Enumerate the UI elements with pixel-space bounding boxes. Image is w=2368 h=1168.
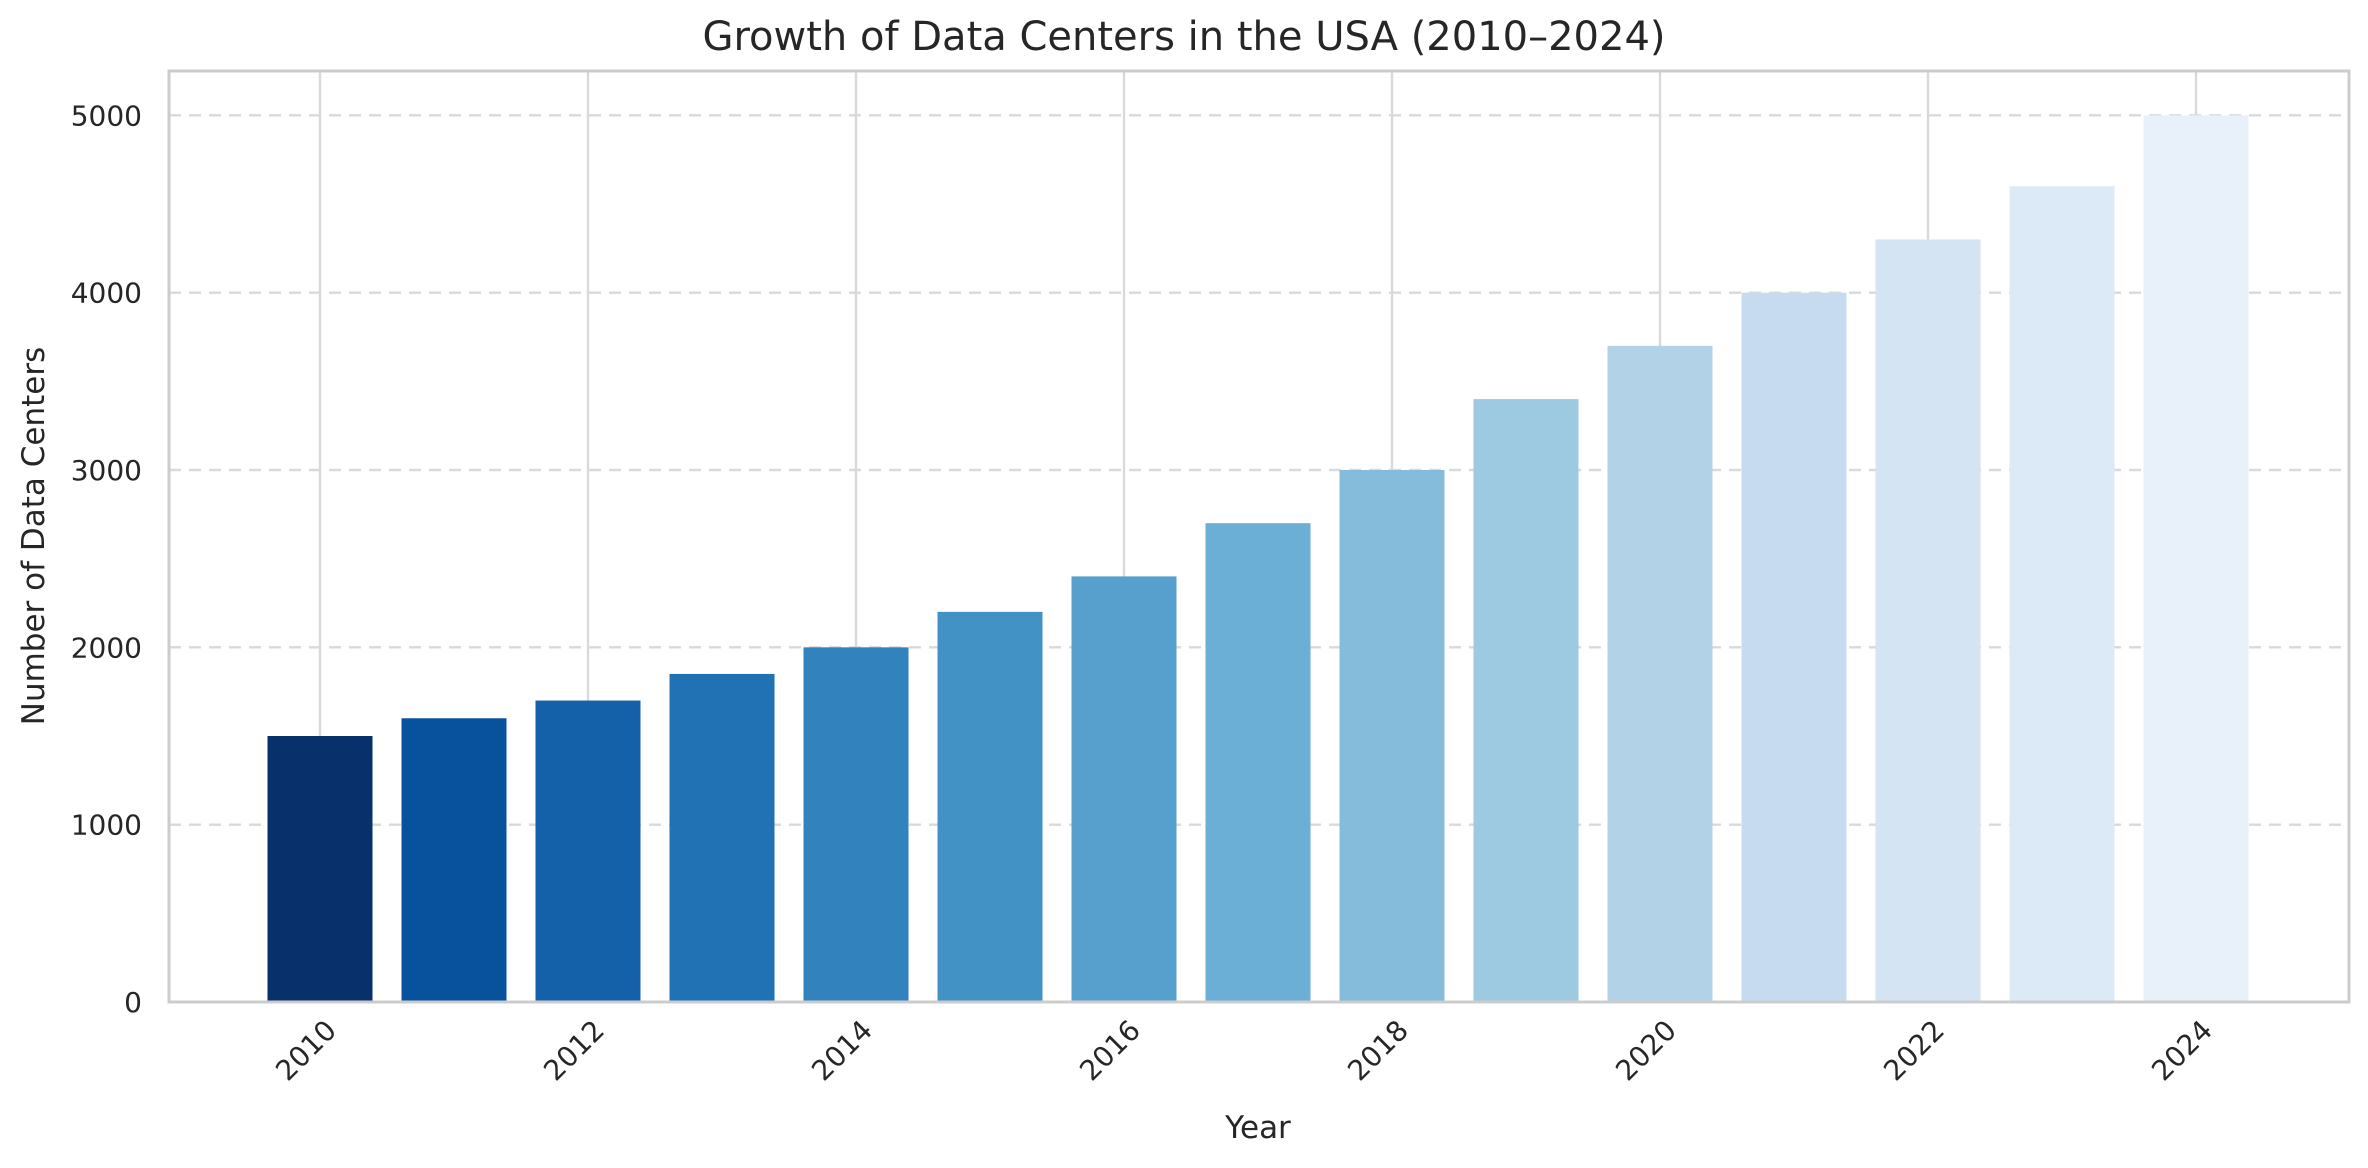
y-axis-ticks: 0 1000 2000 3000 4000 5000 <box>71 99 142 1019</box>
bar-2024 <box>2143 115 2249 1003</box>
y-tick-label: 2000 <box>71 631 142 664</box>
bar-2019 <box>1473 399 1579 1003</box>
x-axis-label: Year <box>1224 1110 1291 1146</box>
y-axis-label: Number of Data Centers <box>16 347 52 725</box>
y-tick-label: 1000 <box>71 809 142 842</box>
bar-2016 <box>1071 576 1177 1002</box>
bar-2020 <box>1607 345 1713 1002</box>
bar-2014 <box>803 647 909 1002</box>
bar-2013 <box>669 673 775 1002</box>
bar-2022 <box>1875 239 1981 1002</box>
y-tick-label: 5000 <box>71 99 142 132</box>
bar-2015 <box>937 611 1043 1002</box>
bar-2012 <box>535 700 641 1002</box>
bar-2011 <box>401 718 507 1002</box>
y-tick-label: 3000 <box>71 454 142 487</box>
y-tick-label: 4000 <box>71 277 142 310</box>
bar-2017 <box>1205 523 1311 1002</box>
bars <box>267 115 2249 1003</box>
bar-2010 <box>267 736 373 1002</box>
bar-2018 <box>1339 470 1445 1002</box>
y-tick-label: 0 <box>124 986 142 1019</box>
plot-frame <box>167 69 2351 1004</box>
bar-2021 <box>1741 292 1847 1003</box>
bar-2023 <box>2009 186 2115 1002</box>
chart-title: Growth of Data Centers in the USA (2010–… <box>702 14 1665 60</box>
